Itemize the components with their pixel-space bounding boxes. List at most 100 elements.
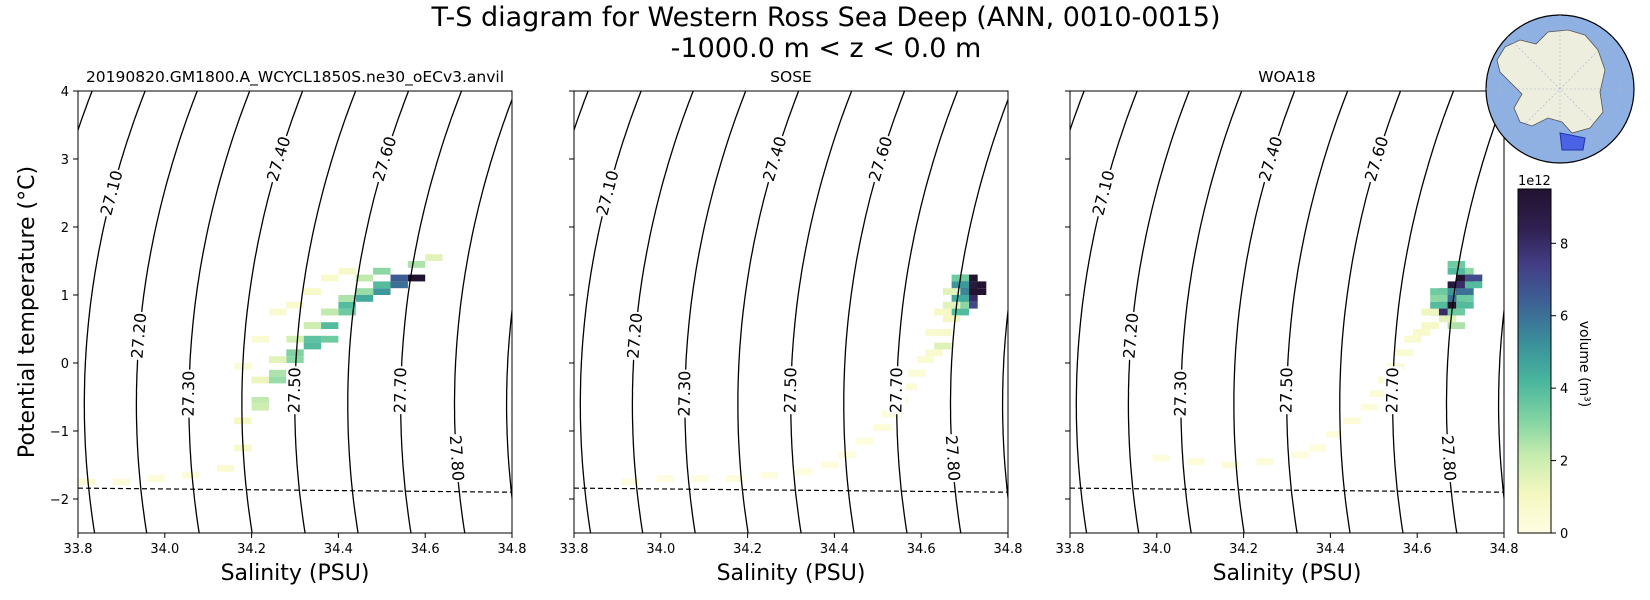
density-contour-label: 27.80 <box>1438 435 1460 482</box>
density-contour-label: 27.70 <box>1382 367 1402 413</box>
volume-cell <box>269 376 287 384</box>
volume-cell <box>321 322 339 329</box>
x-axis-label: Salinity (PSU) <box>221 561 370 586</box>
volume-cell <box>269 356 287 363</box>
density-contour-label: 27.50 <box>781 367 801 413</box>
contour-label-background <box>887 366 907 415</box>
density-contour-label: 27.20 <box>1119 312 1142 359</box>
freezing-line <box>1069 487 1505 493</box>
density-contour-label: 27.50 <box>285 367 305 413</box>
volume-cell <box>78 478 96 486</box>
figure-title-line1: T-S diagram for Western Ross Sea Deep (A… <box>430 2 1220 33</box>
volume-cell <box>303 342 322 350</box>
colorbar: 1e12 volume (m³) 0 2 4 6 8 <box>1517 174 1592 542</box>
density-contours: 27.10 27.20 27.30 27.40 27.50 27.60 27.70 27.80 <box>574 91 1008 533</box>
volume-cell <box>856 437 874 445</box>
density-contour-label: 27.60 <box>865 134 896 183</box>
x-tick-label: 34.2 <box>1229 542 1258 557</box>
density-contour-line <box>1127 91 1190 533</box>
volume-cell <box>1447 308 1465 316</box>
density-contour-label: 27.20 <box>127 312 150 359</box>
volume-cell <box>838 451 857 459</box>
volume-cell <box>951 281 969 289</box>
density-contour-label: 27.10 <box>1089 168 1119 217</box>
density-contour-label: 27.60 <box>1361 134 1392 183</box>
volume-cell <box>234 417 252 425</box>
volume-cell <box>1152 454 1170 462</box>
density-contour-label: 27.10 <box>593 168 623 217</box>
volume-cell <box>1187 458 1205 465</box>
volume-cell <box>286 301 304 309</box>
y-tick-label: 3 <box>61 153 69 168</box>
x-tick-label: 34.4 <box>324 542 353 557</box>
volume-cell <box>821 461 839 469</box>
volume-cell <box>286 335 304 343</box>
volume-cell <box>321 274 339 282</box>
x-tick-label: 34.0 <box>1142 542 1171 557</box>
volume-cell <box>338 301 356 309</box>
density-contour-line <box>1070 91 1085 132</box>
contour-label-background <box>445 433 467 483</box>
contour-label-background <box>675 369 695 418</box>
volume-cell <box>147 475 165 482</box>
colorbar-tick-label: 0 <box>1560 527 1568 542</box>
density-contour-label: 27.40 <box>1255 134 1286 183</box>
region-highlight <box>1559 132 1586 151</box>
volume-cell <box>908 369 926 377</box>
y-tick-label: 1 <box>61 289 69 304</box>
colorbar-tick-label: 8 <box>1560 237 1568 252</box>
density-contour-label: 27.40 <box>263 134 294 183</box>
volume-cell <box>251 397 269 404</box>
volume-cell <box>951 295 969 302</box>
volume-cell <box>1464 281 1483 289</box>
volume-cell <box>899 383 917 391</box>
x-tick-label: 34.8 <box>994 542 1023 557</box>
y-tick-label: −1 <box>50 425 69 440</box>
volume-cell <box>1308 444 1327 452</box>
contour-label-background <box>1255 133 1287 185</box>
density-contour-line <box>1392 91 1455 533</box>
volume-cell <box>934 308 952 316</box>
volume-cell <box>1438 295 1457 302</box>
volume-cell <box>1221 461 1240 469</box>
density-contour-line <box>1075 91 1138 533</box>
ts-panel-1: 27.10 27.20 27.30 27.40 27.50 27.60 27.70 27.80… <box>15 68 526 586</box>
volume-cell <box>390 281 408 289</box>
density-contour-label: 27.30 <box>675 371 695 417</box>
volume-cell <box>725 475 744 482</box>
contour-label-background <box>369 133 401 185</box>
volume-cell <box>942 301 961 309</box>
volume-cell <box>1430 288 1448 295</box>
density-contour-line <box>188 91 251 533</box>
volume-cell <box>355 288 374 295</box>
density-contour-label: 27.20 <box>623 312 646 359</box>
density-contour-line <box>1286 91 1349 533</box>
density-contour-label: 27.70 <box>390 367 410 413</box>
density-contour-line <box>631 91 694 533</box>
density-contour-line <box>896 91 959 533</box>
contour-label-background <box>285 366 305 415</box>
x-tick-label: 34.6 <box>411 542 440 557</box>
density-contour-label: 27.80 <box>446 435 468 482</box>
volume-cell <box>1256 458 1274 465</box>
volume-cell <box>182 471 200 479</box>
x-tick-label: 34.2 <box>237 542 266 557</box>
volume-cell <box>1343 417 1361 425</box>
density-contours: 27.10 27.20 27.30 27.40 27.50 27.60 27.70 27.80 <box>78 91 512 533</box>
density-contour-label: 27.30 <box>1171 371 1191 417</box>
volume-cell <box>338 267 356 275</box>
colorbar-scale-label: 1e12 <box>1518 174 1551 189</box>
volume-cell <box>269 308 287 316</box>
volume-cell <box>1447 261 1465 268</box>
y-axis-label: Potential temperature (°C) <box>15 166 40 458</box>
volume-cell <box>373 288 391 295</box>
x-axis-label: Salinity (PSU) <box>717 561 866 586</box>
volume-cell <box>1438 301 1457 309</box>
volume-cell <box>1291 451 1309 459</box>
density-contour-label: 27.80 <box>942 435 964 482</box>
contour-label-background <box>759 133 791 185</box>
volume-cell <box>216 465 235 472</box>
contour-label-background <box>263 133 295 185</box>
colorbar-tick-label: 2 <box>1560 455 1568 470</box>
x-tick-label: 33.8 <box>64 542 93 557</box>
